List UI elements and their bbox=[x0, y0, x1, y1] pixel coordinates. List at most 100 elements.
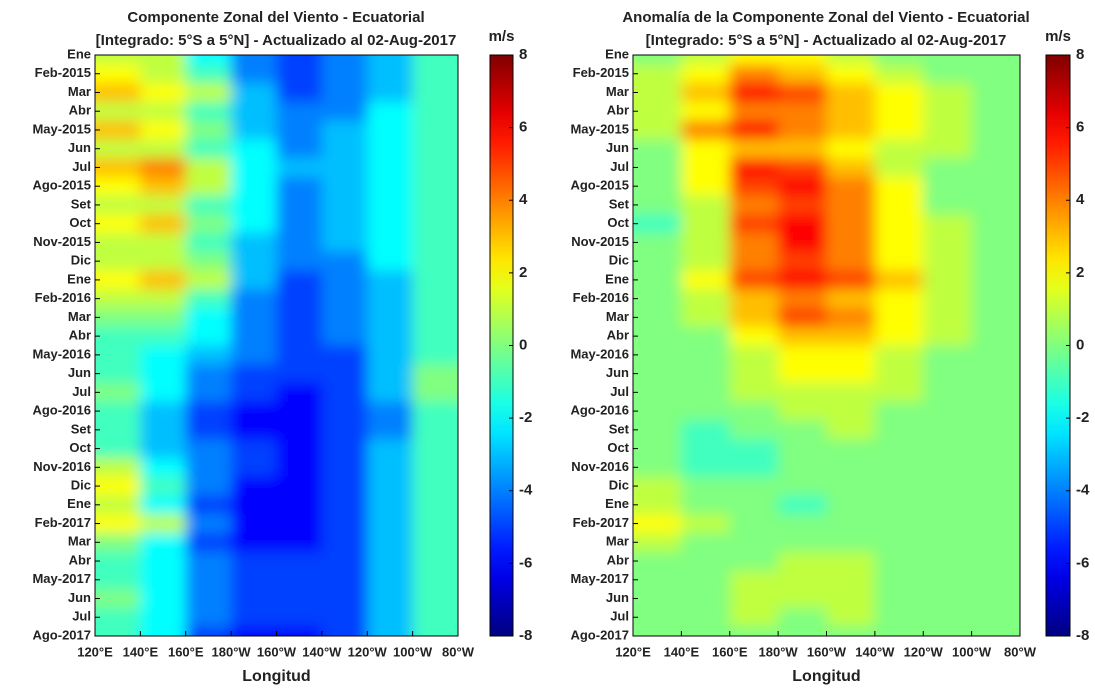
heat-cell bbox=[971, 401, 1020, 421]
heat-cell bbox=[276, 439, 323, 459]
y-tick-label: Abr bbox=[69, 328, 91, 343]
heat-cell bbox=[276, 476, 323, 496]
heat-cell bbox=[321, 364, 368, 384]
heat-cell bbox=[412, 158, 458, 178]
heat-cell bbox=[826, 158, 876, 178]
heatmap-cells bbox=[95, 55, 458, 636]
heat-cell bbox=[971, 420, 1020, 440]
heat-cell bbox=[231, 345, 277, 365]
colorbar-tick-label: 0 bbox=[519, 336, 527, 353]
heat-cell bbox=[633, 83, 682, 103]
y-tick-label: Feb-2017 bbox=[35, 515, 91, 530]
y-tick-label: May-2016 bbox=[32, 346, 91, 361]
heat-cell bbox=[633, 176, 682, 197]
heat-cell bbox=[633, 476, 682, 496]
heat-cell bbox=[633, 551, 682, 571]
heat-cell bbox=[729, 514, 779, 534]
heat-cell bbox=[276, 101, 323, 122]
heat-cell bbox=[729, 439, 779, 459]
chart-title: Componente Zonal del Viento - Ecuatorial bbox=[127, 9, 424, 26]
heat-cell bbox=[367, 532, 414, 553]
heat-cell bbox=[231, 101, 277, 122]
heat-cell bbox=[412, 233, 458, 253]
heat-cell bbox=[321, 514, 368, 534]
heat-cell bbox=[923, 195, 973, 215]
heat-cell bbox=[826, 457, 876, 478]
heat-cell bbox=[367, 120, 414, 140]
heat-cell bbox=[140, 401, 187, 421]
heat-cell bbox=[95, 233, 141, 253]
heat-cell bbox=[681, 514, 731, 534]
heat-cell bbox=[681, 139, 731, 159]
heat-cell bbox=[729, 495, 779, 515]
heat-cell bbox=[185, 626, 232, 636]
heat-cell bbox=[681, 382, 731, 403]
heat-cell bbox=[826, 570, 876, 590]
heat-cell bbox=[681, 195, 731, 215]
heat-cell bbox=[971, 195, 1020, 215]
heat-cell bbox=[729, 101, 779, 122]
heat-cell bbox=[140, 308, 187, 328]
y-tick-label: May-2015 bbox=[32, 121, 91, 136]
heat-cell bbox=[276, 251, 323, 272]
heat-cell bbox=[633, 589, 682, 609]
heat-cell bbox=[729, 589, 779, 609]
heat-cell bbox=[729, 308, 779, 328]
heat-cell bbox=[276, 457, 323, 478]
heat-cell bbox=[778, 270, 827, 290]
heat-cell bbox=[971, 495, 1020, 515]
heat-cell bbox=[276, 570, 323, 590]
heat-cell bbox=[778, 345, 827, 365]
heat-cell bbox=[321, 570, 368, 590]
heat-cell bbox=[231, 251, 277, 272]
heat-cell bbox=[681, 495, 731, 515]
y-tick-label: Abr bbox=[69, 552, 91, 567]
heat-cell bbox=[185, 382, 232, 403]
colorbar-tick-label: -2 bbox=[1076, 409, 1089, 426]
heat-cell bbox=[778, 233, 827, 253]
heat-cell bbox=[874, 326, 924, 346]
heat-cell bbox=[971, 176, 1020, 197]
y-tick-label: Feb-2017 bbox=[573, 515, 629, 530]
heat-cell bbox=[367, 214, 414, 234]
heat-cell bbox=[185, 64, 232, 84]
heat-cell bbox=[412, 401, 458, 421]
heat-cell bbox=[367, 55, 414, 65]
heat-cell bbox=[633, 64, 682, 84]
heat-cell bbox=[321, 551, 368, 571]
heat-cell bbox=[826, 420, 876, 440]
y-tick-label: Mar bbox=[606, 84, 629, 99]
chart-subtitle: [Integrado: 5°S a 5°N] - Actualizado al … bbox=[646, 32, 1007, 49]
x-tick-label: 80°W bbox=[1004, 644, 1037, 659]
heat-cell bbox=[321, 289, 368, 309]
heat-cell bbox=[231, 589, 277, 609]
heat-cell bbox=[95, 83, 141, 103]
heat-cell bbox=[778, 457, 827, 478]
heat-cell bbox=[778, 532, 827, 553]
heatmap-cells bbox=[633, 55, 1020, 636]
y-tick-label: Jul bbox=[72, 159, 91, 174]
heat-cell bbox=[321, 214, 368, 234]
heat-cell bbox=[729, 607, 779, 628]
heat-cell bbox=[826, 139, 876, 159]
heat-cell bbox=[276, 64, 323, 84]
heat-cell bbox=[231, 55, 277, 65]
heat-cell bbox=[95, 289, 141, 309]
heat-cell bbox=[140, 176, 187, 197]
heat-cell bbox=[778, 101, 827, 122]
x-tick-label: 160°E bbox=[712, 644, 748, 659]
heat-cell bbox=[231, 289, 277, 309]
y-tick-label: Jul bbox=[610, 609, 629, 624]
heat-cell bbox=[971, 626, 1020, 636]
y-tick-label: Set bbox=[609, 196, 630, 211]
heat-cell bbox=[778, 551, 827, 571]
heat-cell bbox=[367, 439, 414, 459]
heat-cell bbox=[231, 439, 277, 459]
heat-cell bbox=[971, 439, 1020, 459]
heat-cell bbox=[95, 551, 141, 571]
heat-cell bbox=[321, 233, 368, 253]
heat-cell bbox=[276, 589, 323, 609]
heat-cell bbox=[412, 120, 458, 140]
heat-cell bbox=[971, 64, 1020, 84]
colorbar-tick-label: -6 bbox=[1076, 554, 1089, 571]
